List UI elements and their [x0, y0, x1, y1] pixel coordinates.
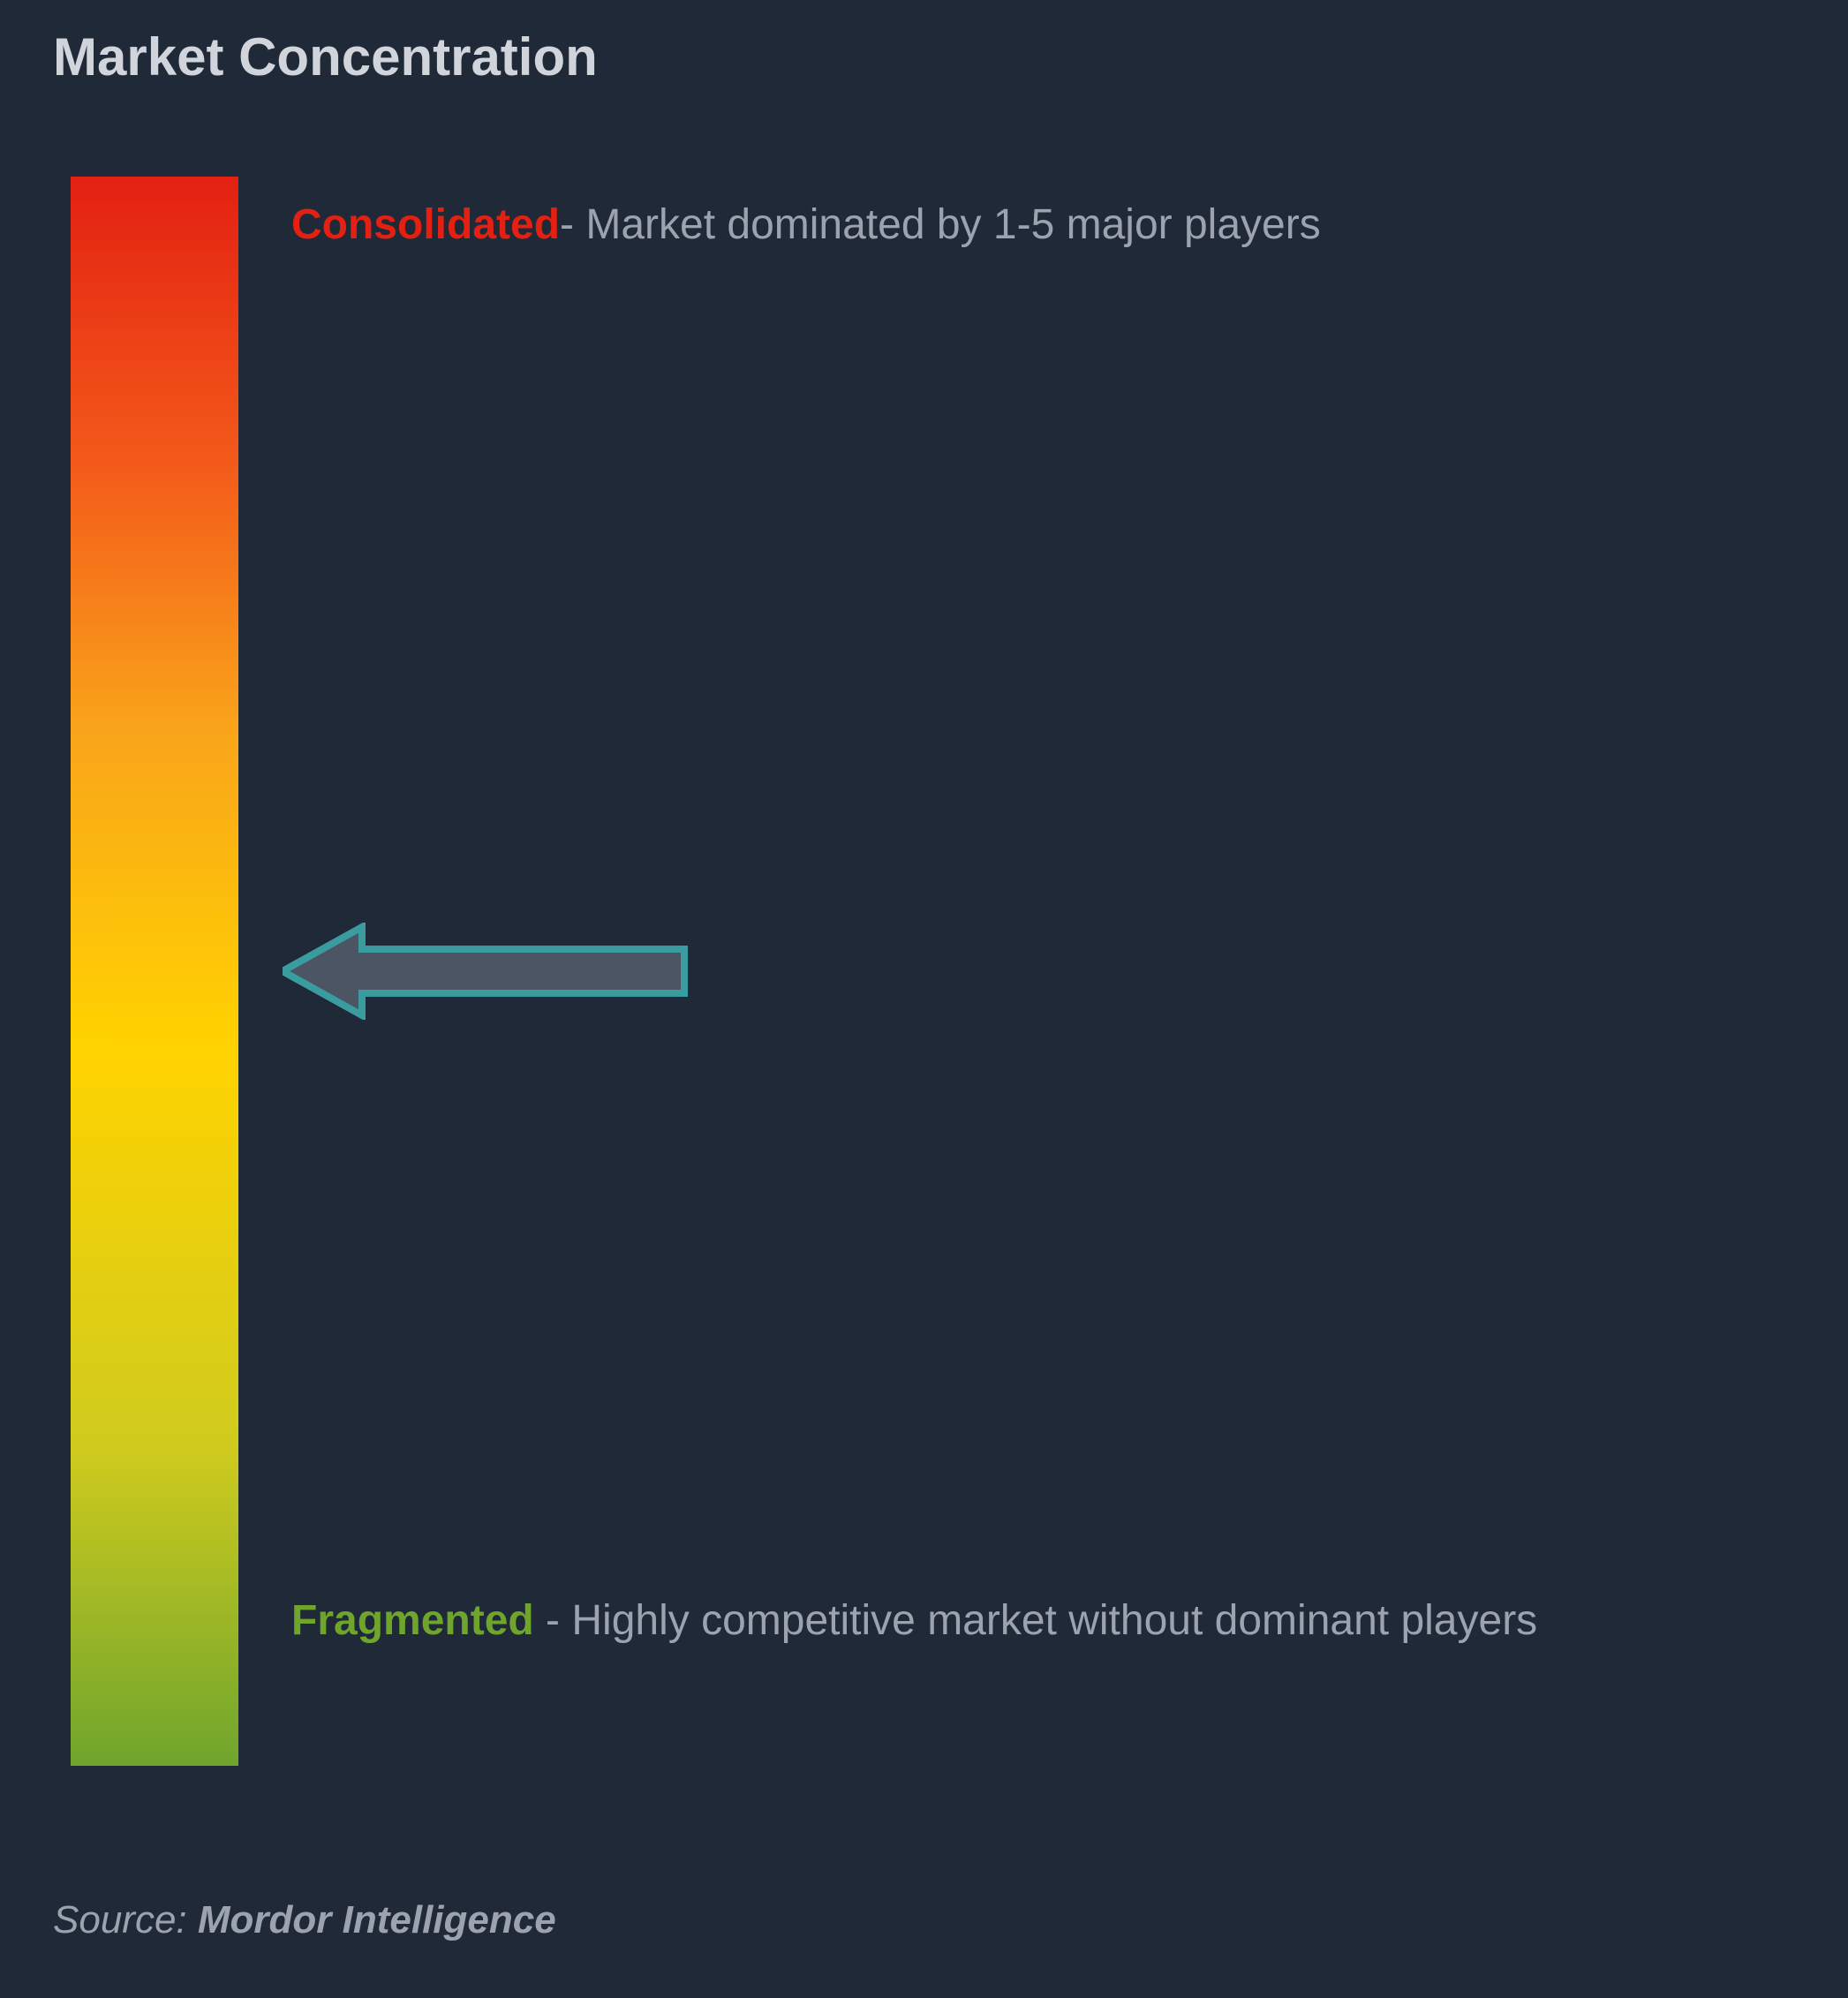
position-arrow-icon: [283, 923, 689, 1020]
fragmented-label: Fragmented - Highly competitive market w…: [291, 1589, 1739, 1653]
gradient-thermometer-bar: [71, 177, 238, 1766]
concentration-chart: Consolidated- Market dominated by 1-5 ma…: [71, 177, 1775, 1810]
source-name: Mordor Intelligence: [198, 1898, 556, 1941]
consolidated-label: Consolidated- Market dominated by 1-5 ma…: [291, 194, 1739, 256]
page-root: Market Concentration Consolidated- Marke…: [0, 0, 1848, 1998]
consolidated-keyword: Consolidated: [291, 201, 560, 248]
fragmented-description: - Highly competitive market without domi…: [534, 1597, 1537, 1644]
consolidated-description: - Market dominated by 1-5 major players: [560, 201, 1321, 248]
source-attribution: Source: Mordor Intelligence: [53, 1898, 556, 1942]
fragmented-keyword: Fragmented: [291, 1597, 534, 1644]
source-label: Source:: [53, 1898, 198, 1941]
page-title: Market Concentration: [53, 26, 598, 87]
